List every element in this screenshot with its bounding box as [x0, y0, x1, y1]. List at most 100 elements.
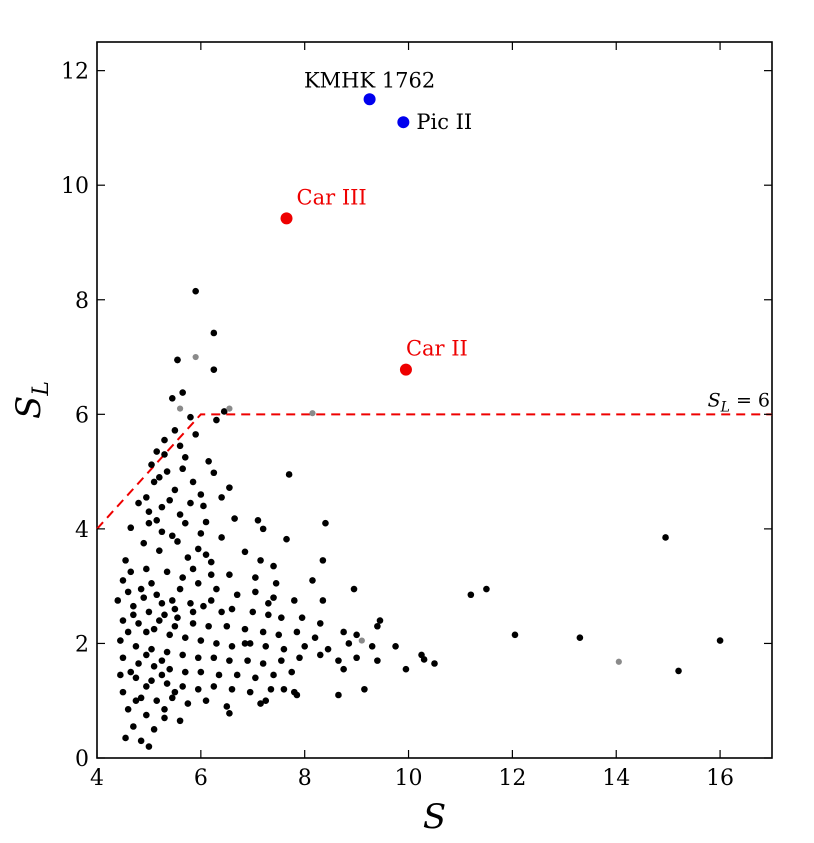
data-point: [163, 568, 171, 576]
data-point: [189, 478, 197, 486]
data-point: [376, 617, 384, 624]
data-point: [117, 637, 124, 644]
data-point: [241, 640, 249, 647]
data-point: [130, 611, 137, 619]
data-point: [135, 660, 142, 667]
y-tick-label: 2: [75, 632, 89, 657]
y-axis-title: SL: [9, 381, 54, 419]
highlight-layer: KMHK 1762 Pic II Car III Car II: [280, 68, 472, 376]
data-point: [210, 329, 218, 337]
data-point: [166, 665, 173, 673]
data-point: [205, 622, 212, 630]
data-point: [233, 671, 241, 679]
data-point: [176, 717, 184, 725]
data-point: [340, 665, 347, 673]
data-point: [280, 685, 288, 693]
data-point-grey: [615, 658, 622, 665]
data-point: [511, 631, 519, 639]
data-point: [283, 535, 290, 543]
data-point: [124, 588, 132, 596]
data-point: [293, 691, 301, 699]
data-point: [254, 516, 262, 524]
data-point: [207, 571, 215, 579]
data-point: [345, 640, 353, 647]
data-point: [374, 657, 381, 664]
threshold-label: SL = 6: [708, 389, 770, 415]
data-point: [119, 654, 127, 662]
data-point: [150, 663, 158, 670]
x-tick-label: 6: [194, 766, 208, 791]
data-point: [137, 737, 145, 745]
data-point: [259, 628, 267, 636]
data-point-grey: [309, 410, 316, 417]
data-point: [420, 656, 428, 663]
data-point: [184, 700, 192, 707]
data-point: [171, 427, 179, 434]
data-point: [319, 557, 327, 564]
data-point: [122, 557, 129, 564]
highlight-label-car-ii: Car II: [406, 337, 468, 361]
data-point: [143, 651, 150, 659]
data-point: [153, 591, 161, 599]
data-point: [205, 457, 212, 465]
data-point: [259, 525, 267, 533]
data-point: [675, 667, 682, 675]
data-point: [124, 628, 132, 636]
data-point: [181, 519, 189, 527]
data-point: [174, 538, 181, 545]
data-point: [187, 413, 194, 421]
x-tick-label: 12: [498, 766, 526, 791]
data-point: [187, 600, 194, 607]
data-point: [368, 643, 376, 650]
data-point: [192, 287, 199, 295]
data-point: [148, 579, 155, 587]
data-point: [270, 562, 277, 570]
data-point: [135, 499, 142, 507]
data-point: [161, 706, 168, 713]
data-point: [324, 645, 332, 653]
data-point: [272, 579, 280, 587]
highlight-label-car-iii: Car III: [297, 185, 367, 209]
data-point: [143, 494, 150, 501]
data-point: [145, 743, 153, 750]
data-point: [662, 534, 669, 541]
data-point: [189, 565, 197, 573]
data-point: [270, 671, 277, 679]
data-point: [168, 532, 176, 540]
data-point: [161, 436, 168, 444]
data-point: [137, 694, 145, 702]
data-point: [226, 571, 233, 579]
data-point: [137, 585, 145, 593]
data-point: [161, 611, 168, 619]
data-point: [143, 683, 150, 690]
data-point: [207, 597, 215, 604]
threshold-layer: [96, 413, 772, 530]
data-point: [233, 591, 241, 599]
x-axis-title: S: [423, 797, 446, 837]
data-point: [192, 431, 199, 438]
data-point: [117, 671, 124, 679]
data-point: [179, 574, 186, 581]
data-point: [228, 685, 236, 693]
data-point: [246, 688, 254, 696]
data-point: [218, 494, 225, 501]
data-point: [189, 608, 197, 616]
y-tick-label: 4: [75, 518, 89, 543]
data-point: [143, 711, 150, 719]
x-tick-label: 8: [298, 766, 312, 791]
data-point: [301, 643, 308, 650]
data-point: [252, 574, 259, 581]
data-point: [280, 645, 288, 653]
data-point: [132, 674, 140, 682]
data-point: [246, 640, 254, 647]
data-point: [156, 617, 163, 624]
data-point: [226, 710, 233, 717]
plot-area-frame: [96, 41, 773, 759]
data-point: [350, 585, 358, 593]
data-point: [319, 597, 327, 604]
data-point: [197, 491, 205, 498]
data-point: [202, 551, 210, 558]
data-point: [392, 643, 399, 650]
data-point: [158, 671, 166, 679]
y-tick-label: 12: [61, 60, 89, 85]
